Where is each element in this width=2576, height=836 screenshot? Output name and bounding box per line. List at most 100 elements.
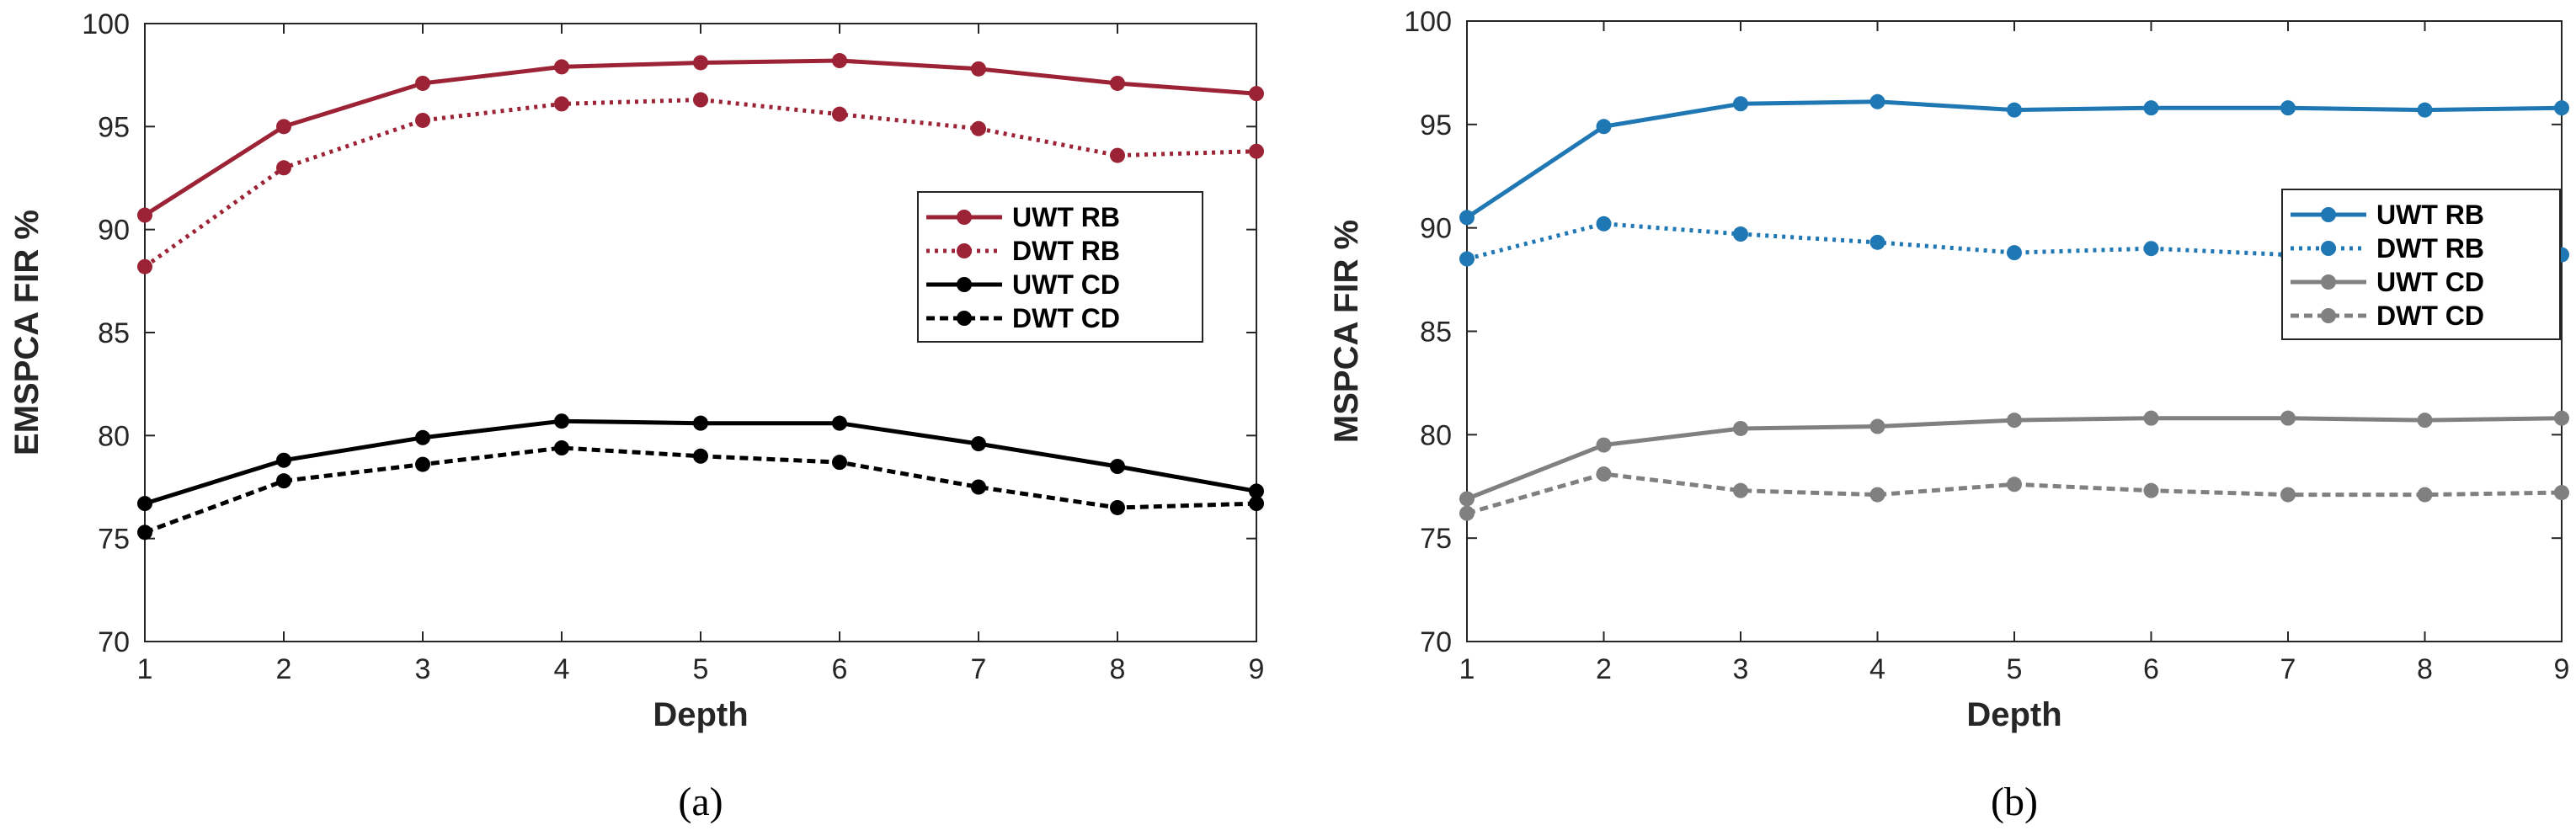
figure-caption: (a) [678, 780, 723, 824]
data-point [2554, 100, 2569, 116]
series-uwt-rb [137, 53, 1264, 223]
x-axis-label: Depth [653, 696, 748, 733]
data-point [1249, 483, 1264, 499]
data-point [2417, 102, 2433, 118]
data-point [971, 479, 986, 495]
data-point [415, 75, 430, 91]
data-point [1733, 420, 1748, 436]
data-point [693, 92, 708, 108]
x-tick-label: 9 [1249, 653, 1265, 685]
data-point [137, 496, 152, 512]
y-axis-label: EMSPCA FIR % [8, 210, 45, 455]
x-tick-label: 3 [1733, 653, 1749, 685]
x-axis-label: Depth [1966, 696, 2061, 733]
data-point [137, 207, 152, 223]
data-point [2007, 477, 2022, 493]
data-point [832, 53, 847, 69]
y-tick-label: 100 [82, 8, 130, 40]
y-tick-label: 70 [98, 626, 130, 658]
y-tick-label: 90 [98, 215, 130, 247]
data-point [1733, 482, 1748, 498]
data-point [2143, 241, 2159, 257]
data-point [2007, 413, 2022, 429]
chart-a: 70 75 80 85 90 95 100 1 2 3 4 5 6 7 8 9 Depth EMSPCA FIR … [8, 8, 1264, 824]
data-point [2417, 487, 2433, 503]
x-tick-label: 1 [137, 653, 153, 685]
legend-label: UWT RB [2376, 200, 2484, 230]
data-point [2280, 410, 2296, 426]
y-tick-label: 75 [98, 524, 130, 556]
legend-label: DWT CD [1012, 303, 1120, 333]
data-point [2554, 410, 2569, 426]
data-point [832, 415, 847, 431]
x-tick-label: 7 [2280, 653, 2296, 685]
data-point [276, 473, 291, 489]
series-dwt-cd [137, 440, 1264, 540]
data-point [137, 524, 152, 540]
data-point [971, 436, 986, 452]
x-tick-label: 5 [2007, 653, 2023, 685]
legend-label: UWT CD [2376, 267, 2484, 297]
legend-item: DWT CD [2291, 301, 2484, 331]
data-point [1459, 491, 1475, 507]
data-point [2143, 482, 2159, 498]
x-tick-label: 4 [1869, 653, 1885, 685]
y-tick-label: 100 [1404, 6, 1452, 38]
data-point [2007, 102, 2022, 118]
legend-swatch-marker [957, 243, 972, 258]
x-tick-label: 8 [1110, 653, 1126, 685]
y-tick-label: 85 [98, 317, 130, 349]
x-tick-label: 1 [1459, 653, 1475, 685]
data-point [2554, 485, 2569, 501]
legend-item: DWT RB [926, 236, 1120, 266]
x-tick-label: 2 [276, 653, 292, 685]
data-point [1249, 496, 1264, 512]
data-point [1733, 226, 1748, 242]
legend-swatch-marker [957, 210, 972, 225]
legend-swatch-marker [2321, 308, 2336, 323]
data-point [276, 160, 291, 176]
series-uwt-cd [137, 413, 1264, 512]
x-tick-label: 9 [2554, 653, 2570, 685]
data-point [415, 456, 430, 472]
series-uwt-rb [1459, 93, 2569, 226]
data-point [693, 415, 708, 431]
data-point [1596, 119, 1612, 135]
x-tick-label: 3 [415, 653, 431, 685]
series-line [143, 98, 1257, 269]
legend-item: UWT RB [926, 202, 1120, 232]
data-point [1869, 93, 1885, 109]
legend-swatch-marker [2321, 274, 2336, 290]
chart-b: 70 75 80 85 90 95 100 1 2 3 4 5 6 7 8 9 Depth MSPCA FIR %… [1328, 6, 2569, 824]
x-tick-label: 2 [1596, 653, 1612, 685]
data-point [2417, 413, 2433, 429]
data-point [693, 448, 708, 464]
data-point [1459, 505, 1475, 521]
data-point [832, 455, 847, 471]
data-point [1249, 86, 1264, 102]
legend-label: UWT CD [1012, 269, 1120, 300]
data-point [2280, 487, 2296, 503]
data-point [1110, 75, 1125, 91]
y-tick-label: 95 [1420, 109, 1452, 141]
y-tick-label: 95 [98, 111, 130, 143]
legend-label: DWT RB [1012, 236, 1120, 266]
legend-label: DWT RB [2376, 233, 2484, 264]
x-tick-label: 5 [693, 653, 709, 685]
data-point [2143, 410, 2159, 426]
series-dwt-rb [137, 92, 1264, 274]
data-point [1869, 487, 1885, 503]
legend-label: DWT CD [2376, 301, 2484, 331]
data-point [1459, 251, 1475, 267]
axes-frame [144, 23, 1257, 642]
data-point [2280, 100, 2296, 116]
data-point [971, 120, 986, 136]
y-tick-label: 90 [1420, 213, 1452, 245]
data-point [971, 61, 986, 77]
data-point [276, 452, 291, 468]
legend-swatch-marker [957, 311, 972, 326]
y-tick-label: 80 [98, 420, 130, 452]
data-point [554, 413, 569, 429]
